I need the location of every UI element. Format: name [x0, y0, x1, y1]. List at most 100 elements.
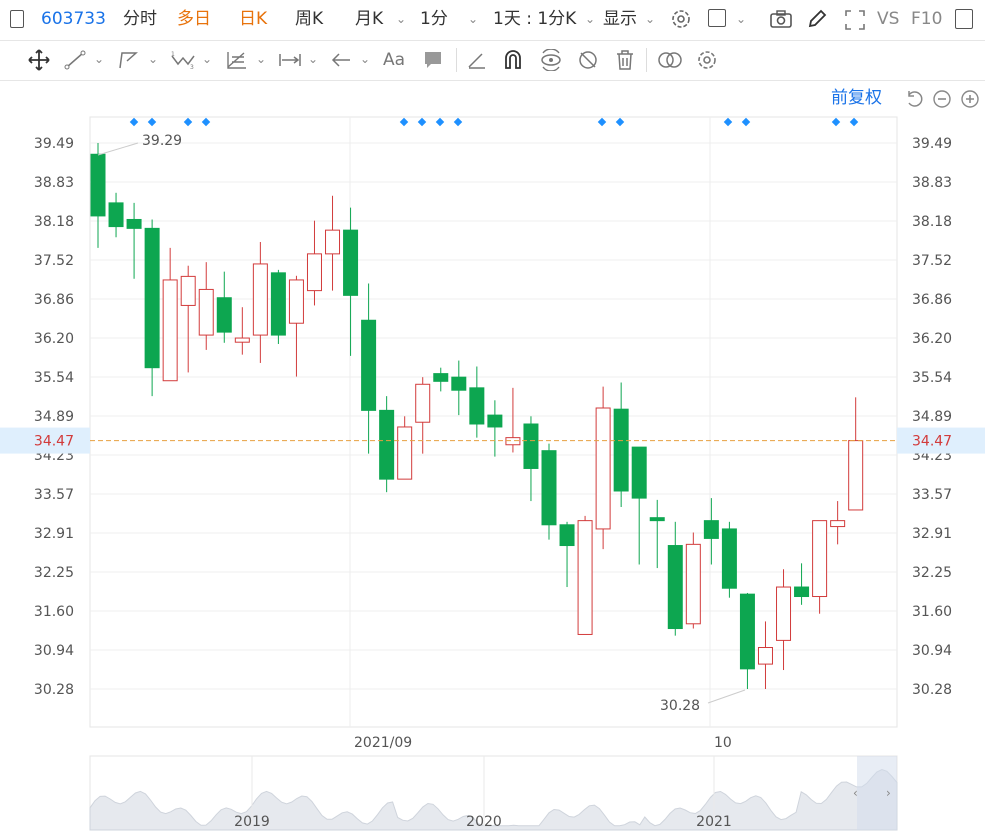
candle-down	[631, 446, 647, 499]
panel-toggle-icon[interactable]	[955, 9, 973, 29]
note-icon[interactable]	[422, 50, 444, 70]
y-tick-label-right: 31.60	[912, 604, 952, 620]
fullscreen-icon[interactable]	[844, 9, 866, 31]
chevron-down-icon[interactable]: ⌄	[360, 52, 371, 66]
eye-cycle-icon[interactable]	[539, 49, 563, 71]
y-tick-label-right: 32.25	[912, 565, 952, 581]
tab-yuek[interactable]: 月K	[355, 9, 384, 29]
navigator-left-handle: ‹	[853, 786, 858, 800]
candle-down	[270, 272, 286, 336]
link-icon[interactable]	[657, 50, 683, 70]
line-icon[interactable]	[64, 50, 86, 70]
current-price-label-right: 34.47	[912, 434, 952, 450]
event-marker	[597, 117, 607, 127]
candle-down	[433, 373, 449, 382]
y-tick-label-left: 38.18	[34, 214, 74, 230]
tab-zhouk[interactable]: 周K	[295, 9, 324, 29]
candle-up	[830, 520, 846, 528]
y-tick-label-left: 30.28	[34, 682, 74, 698]
fib-icon[interactable]	[226, 50, 248, 70]
pencil-line-icon[interactable]	[466, 50, 488, 70]
y-tick-label-left: 31.60	[34, 604, 74, 620]
hide-icon[interactable]	[577, 49, 599, 71]
candle-up	[180, 275, 196, 306]
svg-text:3: 3	[190, 64, 194, 70]
tab-rik[interactable]: 日K	[239, 9, 268, 29]
current-price-label-left: 34.47	[34, 434, 74, 450]
chevron-down-icon[interactable]: ⌄	[396, 12, 407, 26]
event-marker	[615, 117, 625, 127]
candle-up	[252, 263, 268, 336]
event-marker	[453, 117, 463, 127]
y-tick-label-right: 39.49	[912, 136, 952, 152]
y-tick-label-left: 32.25	[34, 565, 74, 581]
settings-icon[interactable]	[696, 49, 718, 71]
chevron-down-icon[interactable]: ⌄	[148, 52, 159, 66]
event-marker	[201, 117, 211, 127]
stock-code-link[interactable]: 603733	[41, 9, 106, 29]
chevron-down-icon[interactable]: ⌄	[202, 52, 213, 66]
measure-icon[interactable]	[278, 50, 302, 70]
candle-down	[126, 218, 142, 229]
sidebar-toggle-icon[interactable]	[10, 10, 24, 28]
tab-duori[interactable]: 多日	[177, 9, 211, 29]
candle-down	[541, 450, 557, 526]
channel-icon[interactable]	[117, 50, 139, 70]
candle-down	[703, 520, 719, 539]
candle-down	[667, 545, 683, 630]
event-marker	[399, 117, 409, 127]
max-price-label: 39.29	[142, 133, 182, 149]
trash-icon[interactable]	[614, 49, 636, 71]
divider	[646, 48, 647, 72]
zoom-in-icon[interactable]	[960, 89, 980, 109]
navigator-area	[89, 768, 898, 831]
y-tick-label-right: 38.18	[912, 214, 952, 230]
min-leader-line	[707, 689, 746, 704]
wave-icon[interactable]: 13	[170, 50, 196, 70]
svg-text:1: 1	[171, 51, 175, 58]
y-tick-label-left: 37.52	[34, 253, 74, 269]
chevron-down-icon[interactable]: ⌄	[736, 12, 747, 26]
y-tick-label-right: 32.91	[912, 526, 952, 542]
settings-icon[interactable]	[670, 8, 692, 30]
current-price-tag-left	[0, 427, 90, 454]
chevron-down-icon[interactable]: ⌄	[256, 52, 267, 66]
navigator-frame	[89, 755, 898, 831]
f10-button[interactable]: F10	[911, 9, 943, 29]
candle-up	[306, 253, 322, 292]
chevron-down-icon[interactable]: ⌄	[645, 12, 656, 26]
vs-button[interactable]: VS	[877, 9, 900, 29]
candle-up	[198, 288, 214, 336]
intraday-mode-select[interactable]: 1天 : 1分K	[493, 9, 577, 29]
candle-down	[451, 376, 467, 391]
adjust-mode-button[interactable]: 前复权	[831, 88, 882, 108]
candle-up	[848, 440, 864, 511]
y-tick-label-left: 34.89	[34, 409, 74, 425]
tab-1fen[interactable]: 1分	[420, 9, 448, 29]
display-menu[interactable]: 显示	[603, 9, 637, 29]
candle-down	[523, 423, 539, 469]
arrow-icon[interactable]	[330, 50, 352, 70]
template-square-icon[interactable]	[708, 9, 726, 27]
tab-fenshi[interactable]: 分时	[123, 9, 157, 29]
text-icon[interactable]: Aa	[383, 50, 406, 70]
zoom-out-icon[interactable]	[932, 89, 952, 109]
candle-down	[739, 593, 755, 670]
chevron-down-icon[interactable]: ⌄	[94, 52, 105, 66]
chevron-down-icon[interactable]: ⌄	[308, 52, 319, 66]
pencil-icon[interactable]	[806, 8, 828, 30]
candle-up	[415, 383, 431, 423]
candle-down	[649, 517, 665, 522]
move-icon[interactable]	[27, 48, 51, 72]
magnet-icon[interactable]	[502, 48, 524, 70]
chevron-down-icon[interactable]: ⌄	[585, 12, 596, 26]
undo-icon[interactable]	[905, 89, 925, 109]
camera-icon[interactable]	[769, 9, 793, 29]
divider	[456, 48, 457, 72]
navigator-year-label: 2021	[696, 814, 732, 830]
y-tick-label-right: 30.28	[912, 682, 952, 698]
chevron-down-icon[interactable]: ⌄	[468, 12, 479, 26]
event-marker	[435, 117, 445, 127]
